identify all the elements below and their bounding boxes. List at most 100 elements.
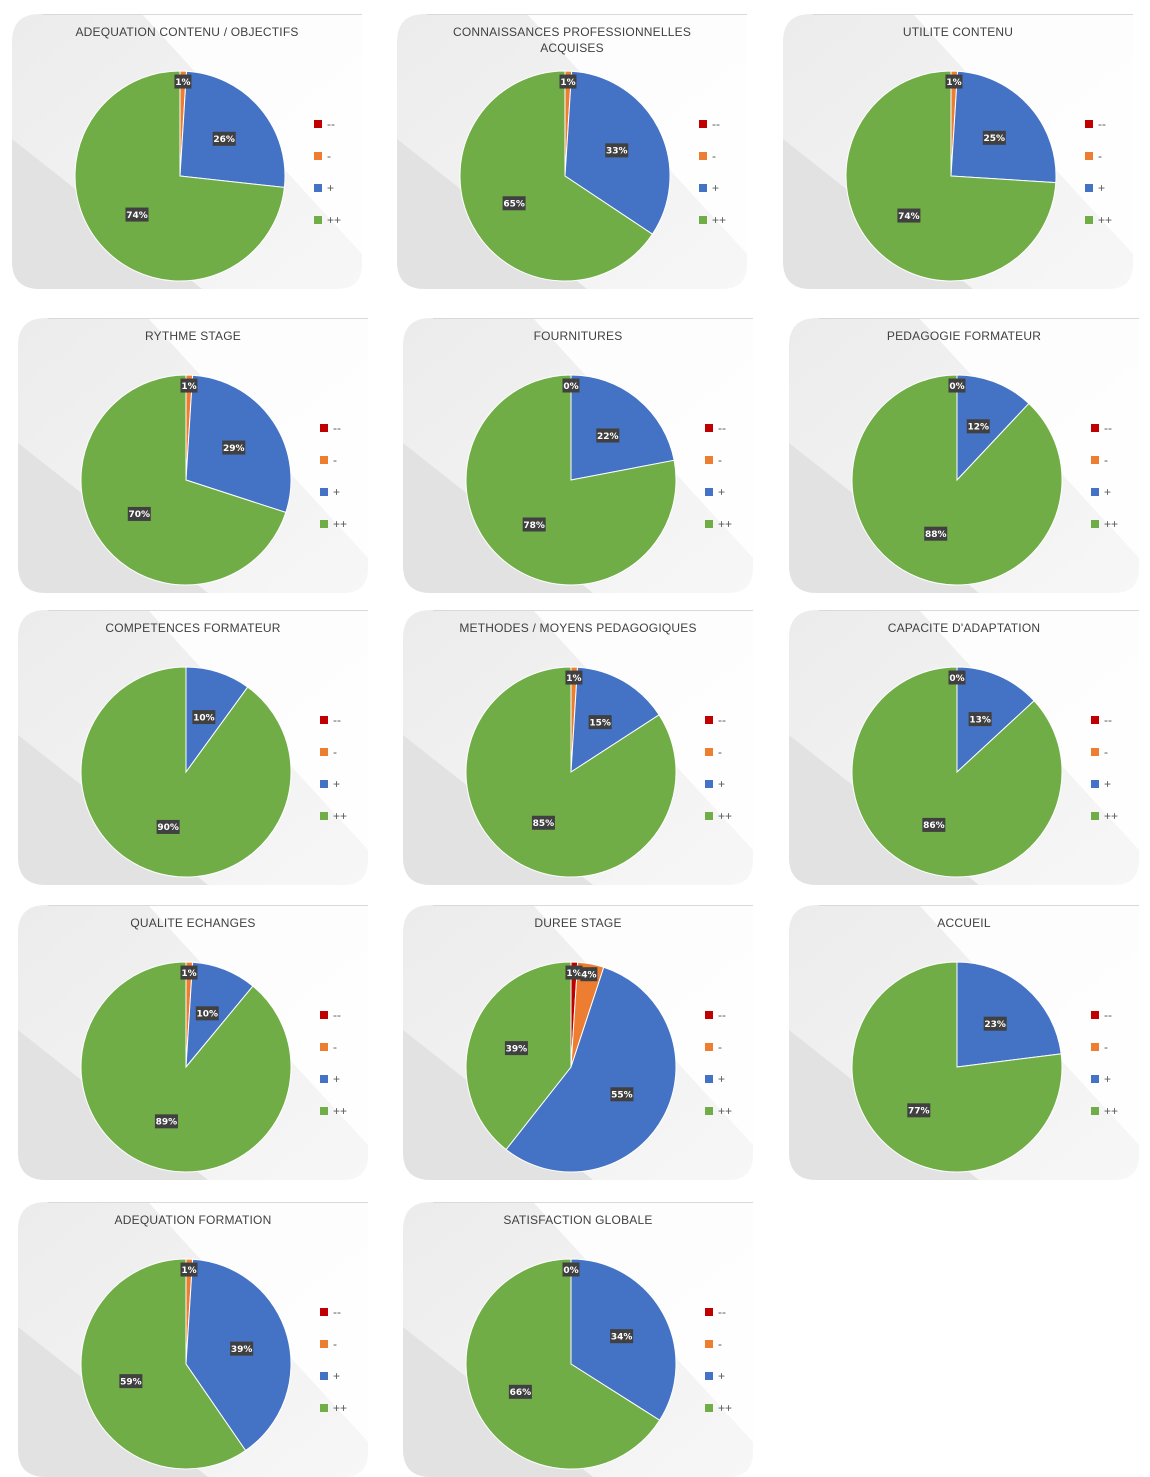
data-label: 10%: [195, 1006, 219, 1021]
legend-entry: +: [705, 1072, 725, 1086]
data-label: 4%: [580, 967, 598, 982]
legend-entry: -: [1085, 149, 1102, 163]
svg-text:-: -: [718, 1337, 722, 1351]
svg-text:--: --: [333, 1008, 341, 1022]
svg-text:+: +: [333, 485, 340, 499]
svg-text:+: +: [1104, 485, 1111, 499]
legend-entry: ++: [705, 1104, 732, 1118]
pie-slice-very-high: [465, 1258, 661, 1470]
legend-entry: -: [705, 453, 722, 467]
svg-text:--: --: [1098, 117, 1106, 131]
legend-entry: -: [320, 745, 337, 759]
legend-entry: --: [1091, 421, 1112, 435]
svg-text:++: ++: [333, 809, 347, 823]
svg-text:--: --: [333, 421, 341, 435]
legend-entry: --: [705, 713, 726, 727]
svg-text:33%: 33%: [606, 147, 628, 157]
pie-chart-rythme-stage: RYTHME STAGE 1% 29% 70% -- - + ++: [18, 318, 368, 593]
legend-entry: ++: [320, 1401, 347, 1415]
svg-text:+: +: [718, 777, 725, 791]
data-label: 1%: [180, 965, 198, 980]
chart-title: CAPACITE D'ADAPTATION: [888, 621, 1041, 635]
legend-entry: +: [1091, 777, 1111, 791]
svg-text:-: -: [333, 1040, 337, 1054]
svg-text:-: -: [327, 149, 331, 163]
pie-chart-satisfaction-globale: SATISFACTION GLOBALE 0% 34% 66% -- - + ++: [403, 1202, 753, 1477]
svg-text:0%: 0%: [563, 1266, 578, 1276]
svg-text:74%: 74%: [898, 212, 920, 222]
pie-slice-very-high: [845, 70, 1057, 282]
legend-entry: --: [314, 117, 335, 131]
svg-text:26%: 26%: [213, 135, 235, 145]
data-label: 39%: [230, 1341, 254, 1356]
legend-entry: --: [1091, 713, 1112, 727]
svg-text:10%: 10%: [193, 713, 215, 723]
data-label: 74%: [125, 207, 149, 222]
svg-text:++: ++: [1104, 809, 1118, 823]
legend-entry: ++: [314, 213, 341, 227]
legend-entry: ++: [1091, 1104, 1118, 1118]
svg-text:88%: 88%: [925, 530, 947, 540]
svg-text:+: +: [327, 181, 334, 195]
chart-title: ADEQUATION FORMATION: [115, 1213, 272, 1227]
data-label: 25%: [982, 130, 1006, 145]
svg-text:++: ++: [333, 517, 347, 531]
pie-slice-high: [570, 374, 675, 481]
svg-text:+: +: [333, 777, 340, 791]
pie-slice-very-high: [74, 70, 285, 282]
legend-entry: ++: [705, 517, 732, 531]
svg-text:25%: 25%: [984, 134, 1006, 144]
pie-slice-very-high: [851, 666, 1063, 878]
svg-text:-: -: [712, 149, 716, 163]
data-label: 65%: [502, 196, 526, 211]
pie-slice-very-high: [465, 374, 677, 586]
legend-entry: -: [705, 1040, 722, 1054]
legend-entry: +: [705, 777, 725, 791]
pie-slice-very-high: [851, 961, 1063, 1173]
legend-entry: +: [1091, 485, 1111, 499]
svg-text:-: -: [333, 453, 337, 467]
svg-text:-: -: [718, 745, 722, 759]
data-label: 70%: [127, 506, 151, 521]
legend-entry: ++: [320, 809, 347, 823]
legend-entry: --: [320, 713, 341, 727]
data-label: 13%: [968, 712, 992, 727]
data-label: 0%: [562, 378, 580, 393]
svg-text:++: ++: [718, 1104, 732, 1118]
svg-text:-: -: [1098, 149, 1102, 163]
pie-slice-very-high: [465, 961, 572, 1151]
data-label: 33%: [605, 143, 629, 158]
svg-text:--: --: [718, 421, 726, 435]
svg-text:++: ++: [718, 809, 732, 823]
svg-text:-: -: [1104, 1040, 1108, 1054]
svg-text:--: --: [333, 1305, 341, 1319]
pie-slice-high: [956, 374, 1030, 482]
chart-title: DUREE STAGE: [534, 916, 621, 930]
svg-text:13%: 13%: [969, 715, 991, 725]
svg-text:1%: 1%: [181, 969, 196, 979]
data-label: 22%: [596, 428, 620, 443]
svg-text:--: --: [333, 713, 341, 727]
svg-text:++: ++: [1098, 213, 1112, 227]
legend-entry: -: [705, 1337, 722, 1351]
svg-text:-: -: [1104, 453, 1108, 467]
data-label: 1%: [180, 1262, 198, 1277]
data-label: 29%: [222, 440, 246, 455]
svg-text:+: +: [718, 1369, 725, 1383]
legend-entry: ++: [705, 1401, 732, 1415]
legend-entry: +: [1091, 1072, 1111, 1086]
data-label: 66%: [508, 1384, 532, 1399]
pie-slice-high: [179, 70, 286, 188]
legend-entry: -: [705, 745, 722, 759]
pie-chart-pedagogie-formateur: PEDAGOGIE FORMATEUR 0% 12% 88% -- - + ++: [789, 318, 1139, 593]
legend-entry: +: [320, 777, 340, 791]
svg-text:-: -: [718, 453, 722, 467]
legend-entry: -: [320, 453, 337, 467]
legend-entry: -: [1091, 453, 1108, 467]
pie-slice-very-high: [465, 666, 677, 878]
svg-text:89%: 89%: [156, 1118, 178, 1128]
chart-title: ADEQUATION CONTENU / OBJECTIFS: [75, 25, 298, 39]
pie-chart-svg: CONNAISSANCES PROFESSIONNELLES ACQUISES 1%…: [397, 14, 747, 289]
